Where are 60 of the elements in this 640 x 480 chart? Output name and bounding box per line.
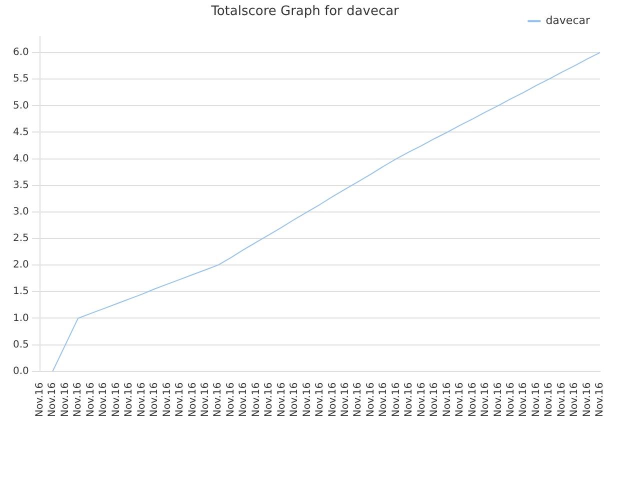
x-tick-label: Nov.16	[47, 382, 58, 418]
y-tick-label: 5.0	[12, 100, 29, 112]
x-tick-label: Nov.16	[85, 382, 96, 418]
x-tick-label: Nov.16	[212, 382, 224, 418]
x-tick-label: Nov.16	[200, 382, 211, 418]
x-tick-label: Nov.16	[518, 382, 530, 418]
x-tick-label: Nov.16	[492, 382, 504, 418]
x-tick-label: Nov.16	[264, 382, 275, 418]
x-tick-label: Nov.16	[124, 382, 135, 418]
x-tick-label: Nov.16	[34, 382, 46, 418]
y-tick-label: 1.0	[12, 312, 29, 324]
x-tick-label: Nov.16	[250, 382, 262, 418]
x-tick-label: Nov.16	[352, 382, 364, 418]
x-tick-label: Nov.16	[174, 382, 186, 418]
x-tick-label: Nov.16	[162, 382, 173, 418]
y-tick-label: 4.0	[12, 153, 29, 164]
x-tick-label: Nov.16	[327, 382, 338, 418]
x-tick-label: Nov.16	[225, 382, 236, 418]
x-tick-label: Nov.16	[110, 382, 122, 418]
x-tick-label: Nov.16	[390, 382, 402, 418]
x-tick-label: Nov.16	[136, 382, 148, 418]
x-tick-label: Nov.16	[340, 382, 352, 418]
x-tick-label: Nov.16	[429, 382, 440, 418]
x-tick-label: Nov.16	[60, 382, 71, 418]
x-tick-label: Nov.16	[238, 382, 250, 418]
x-tick-label: Nov.16	[276, 382, 288, 418]
x-tick-label: Nov.16	[187, 382, 198, 418]
y-tick-label: 4.5	[12, 126, 29, 138]
x-tick-label: Nov.16	[530, 382, 542, 418]
x-tick-label: Nov.16	[556, 382, 568, 418]
y-tick-label: 0.5	[12, 339, 29, 350]
y-tick-label: 6.0	[12, 47, 29, 58]
y-tick-label: 1.5	[12, 286, 29, 298]
x-tick-label: Nov.16	[569, 382, 580, 418]
legend-label: davecar	[546, 14, 590, 27]
x-tick-label: Nov.16	[404, 382, 415, 418]
x-tick-label: Nov.16	[442, 382, 453, 418]
chart-title: Totalscore Graph for davecar	[210, 4, 400, 20]
y-tick-label: 2.5	[12, 233, 29, 244]
x-tick-label: Nov.16	[480, 382, 492, 418]
x-tick-label: Nov.16	[582, 382, 593, 418]
x-tick-label: Nov.16	[454, 382, 466, 418]
y-tick-label: 3.0	[12, 206, 29, 218]
x-tick-label: Nov.16	[149, 382, 160, 418]
x-tick-label: Nov.16	[314, 382, 326, 418]
x-tick-label: Nov.16	[365, 382, 376, 418]
x-tick-label: Nov.16	[467, 382, 478, 418]
y-tick-label: 3.5	[12, 180, 29, 191]
x-tick-label: Nov.16	[302, 382, 313, 418]
x-tick-label: Nov.16	[98, 382, 110, 418]
y-tick-label: 0.0	[12, 366, 29, 377]
x-tick-label: Nov.16	[289, 382, 300, 418]
y-tick-label: 2.0	[12, 260, 29, 271]
x-tick-label: Nov.16	[505, 382, 516, 418]
x-tick-label: Nov.16	[416, 382, 428, 418]
x-tick-label: Nov.16	[544, 382, 555, 418]
x-tick-label: Nov.16	[378, 382, 390, 418]
x-tick-label: Nov.16	[72, 382, 84, 418]
x-tick-label: Nov.16	[594, 382, 606, 418]
y-tick-label: 5.5	[12, 74, 29, 85]
